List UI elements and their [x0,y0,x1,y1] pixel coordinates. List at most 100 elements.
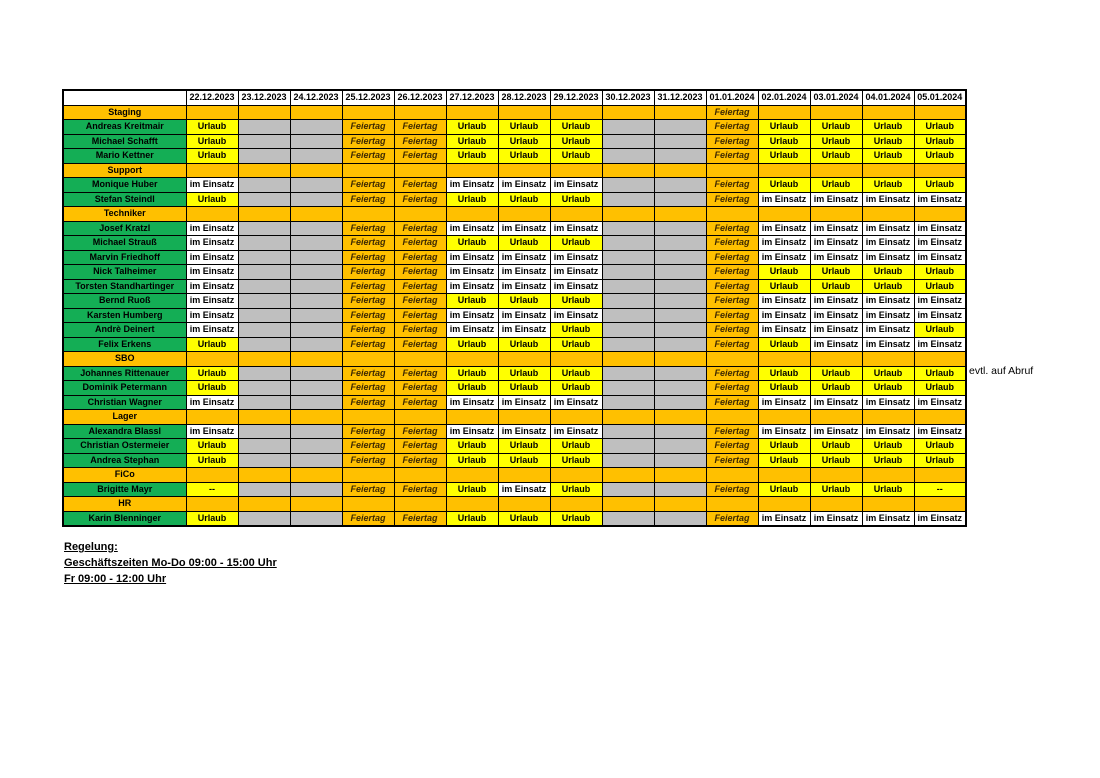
employee-name: Felix Erkens [62,336,187,352]
schedule-cell [289,133,343,149]
schedule-cell [289,177,343,193]
employee-name: Dominik Petermann [62,380,187,396]
date-header-cell: 31.12.2023 [653,89,707,106]
schedule-cell [237,322,291,338]
schedule-head: 22.12.2023 23.12.2023 24.12.2023 25.12.2023… [62,89,967,106]
schedule-cell: Urlaub [549,293,603,309]
schedule-cell: im Einsatz [185,249,239,265]
schedule-cell: im Einsatz [549,249,603,265]
schedule-cell: Urlaub [861,119,915,135]
schedule-cell [289,409,343,425]
schedule-cell [289,191,343,207]
schedule-cell: Urlaub [445,510,499,527]
schedule-cell [913,104,967,120]
schedule-cell [289,510,343,527]
schedule-cell [185,206,239,222]
schedule-cell: Urlaub [809,438,863,454]
schedule-cell [601,452,655,468]
schedule-cell [237,162,291,178]
schedule-cell [185,496,239,512]
schedule-cell [809,206,863,222]
schedule-cell: Feiertag [705,249,759,265]
schedule-cell: Urlaub [757,119,811,135]
schedule-cell: Urlaub [185,452,239,468]
schedule-cell: Urlaub [549,235,603,251]
schedule-cell: Urlaub [549,510,603,527]
schedule-cell: Feiertag [341,119,395,135]
schedule-cell [237,177,291,193]
schedule-cell [601,249,655,265]
employee-row: Felix Erkens Urlaub Feiertag Feiertag Urlaub… [62,336,967,352]
schedule-cell: Urlaub [549,438,603,454]
schedule-cell: Feiertag [705,104,759,120]
schedule-cell: Urlaub [185,510,239,527]
schedule-cell: Urlaub [497,452,551,468]
employee-name: Marvin Friedhoff [62,249,187,265]
schedule-cell [653,380,707,396]
schedule-cell: Urlaub [809,177,863,193]
schedule-cell: Urlaub [497,365,551,381]
schedule-cell: Urlaub [861,177,915,193]
schedule-cell [601,177,655,193]
employee-row: Andreas Kreitmair Urlaub Feiertag Feiertag U… [62,119,967,135]
schedule-cell [289,380,343,396]
schedule-cell: Feiertag [341,307,395,323]
employee-name: Torsten Standhartinger [62,278,187,294]
schedule-cell: Feiertag [393,423,447,439]
schedule-cell: Feiertag [341,148,395,164]
schedule-cell [861,206,915,222]
schedule-cell: Feiertag [705,307,759,323]
schedule-cell: im Einsatz [549,264,603,280]
schedule-cell [393,162,447,178]
schedule-cell [237,351,291,367]
schedule-cell [289,496,343,512]
schedule-cell [705,162,759,178]
schedule-cell [393,104,447,120]
schedule-cell [237,278,291,294]
schedule-cell [601,148,655,164]
schedule-cell: Urlaub [185,438,239,454]
employee-row: Karin Blenninger Urlaub Feiertag Feiertag Ur… [62,510,967,527]
schedule-cell [549,467,603,483]
schedule-cell: Urlaub [445,452,499,468]
schedule-cell: Feiertag [393,322,447,338]
schedule-cell [341,467,395,483]
schedule-cell: im Einsatz [757,322,811,338]
department-label: Staging [62,104,187,120]
schedule-cell [237,452,291,468]
schedule-cell: im Einsatz [497,423,551,439]
schedule-cell [653,191,707,207]
schedule-cell [289,293,343,309]
schedule-cell [601,104,655,120]
schedule-cell: im Einsatz [497,278,551,294]
schedule-cell: Urlaub [913,365,967,381]
schedule-cell [393,206,447,222]
schedule-cell [497,104,551,120]
schedule-cell: Feiertag [705,394,759,410]
schedule-cell: im Einsatz [445,322,499,338]
schedule-cell: Feiertag [393,293,447,309]
schedule-cell: Feiertag [393,119,447,135]
schedule-cell [289,423,343,439]
schedule-cell: im Einsatz [809,510,863,527]
schedule-cell [653,119,707,135]
schedule-cell: im Einsatz [549,307,603,323]
schedule-cell [341,351,395,367]
schedule-cell [653,510,707,527]
schedule-cell: Feiertag [341,235,395,251]
schedule-cell [289,264,343,280]
schedule-cell [497,409,551,425]
schedule-cell: im Einsatz [861,307,915,323]
date-header-row: 22.12.2023 23.12.2023 24.12.2023 25.12.2023… [62,89,967,106]
schedule-cell: Feiertag [705,133,759,149]
schedule-cell [289,278,343,294]
employee-row: Michael Schafft Urlaub Feiertag Feiertag Url… [62,133,967,149]
schedule-cell: Urlaub [445,235,499,251]
schedule-cell: Urlaub [809,452,863,468]
schedule-cell [653,365,707,381]
schedule-cell: Feiertag [393,191,447,207]
schedule-cell [289,365,343,381]
schedule-cell: im Einsatz [549,177,603,193]
schedule-cell: Feiertag [705,220,759,236]
rules-footer: Regelung: Geschäftszeiten Mo-Do 09:00 - … [64,539,277,587]
